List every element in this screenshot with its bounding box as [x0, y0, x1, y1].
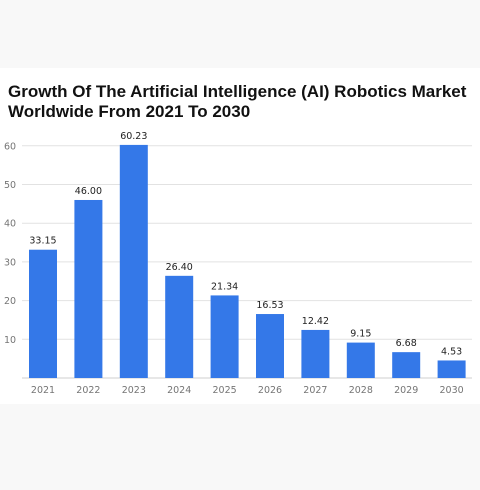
x-tick-label: 2021 [31, 385, 55, 396]
data-label: 33.15 [29, 236, 56, 247]
bar-2026 [256, 314, 284, 378]
x-tick-label: 2022 [76, 385, 100, 396]
x-tick-label: 2026 [258, 385, 282, 396]
data-label: 16.53 [256, 300, 283, 311]
y-tick-label: 60 [4, 141, 16, 152]
y-tick-label: 10 [4, 335, 16, 346]
y-tick-label: 30 [4, 257, 16, 268]
data-label: 12.42 [302, 316, 329, 327]
bar-2030 [437, 360, 466, 378]
data-label: 21.34 [211, 281, 238, 292]
chart-title-line-1: Growth Of The Artificial Intelligence (A… [8, 82, 467, 101]
data-label: 4.53 [441, 346, 462, 357]
x-tick-label: 2024 [167, 385, 191, 396]
x-tick-label: 2030 [440, 385, 464, 396]
x-tick-label: 2023 [122, 385, 146, 396]
bar-2024 [165, 275, 194, 378]
y-tick-label: 40 [4, 219, 16, 230]
chart-title: Growth Of The Artificial Intelligence (A… [8, 82, 472, 122]
data-label: 6.68 [396, 338, 417, 349]
bar-2023 [119, 144, 148, 378]
bar-2021 [29, 249, 57, 378]
bar-2028 [346, 342, 375, 378]
data-label: 60.23 [120, 131, 147, 142]
bar-2027 [301, 329, 330, 378]
x-tick-label: 2025 [213, 385, 237, 396]
x-tick-label: 2028 [349, 385, 373, 396]
chart-title-line-2: Worldwide From 2021 To 2030 [8, 102, 251, 121]
data-label: 26.40 [166, 262, 193, 273]
data-label: 46.00 [75, 186, 102, 197]
y-tick-label: 50 [4, 180, 16, 191]
data-label: 9.15 [350, 329, 371, 340]
x-tick-label: 2029 [394, 385, 418, 396]
y-tick-label: 20 [4, 296, 16, 307]
x-tick-label: 2027 [303, 385, 327, 396]
bar-2025 [210, 295, 239, 378]
bar-2029 [392, 352, 421, 378]
bar-2022 [74, 199, 103, 378]
